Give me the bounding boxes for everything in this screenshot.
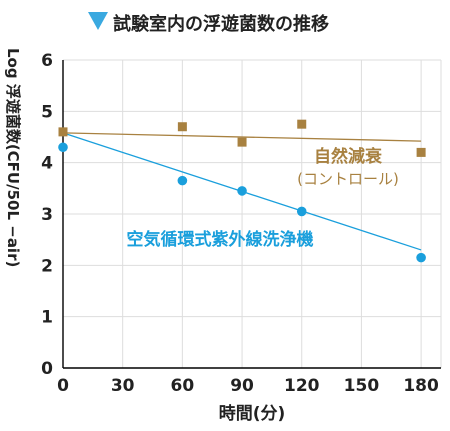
axes (62, 60, 441, 369)
data-points (58, 119, 426, 263)
y-tick-label: 4 (41, 154, 53, 174)
x-axis-title: 時間(分) (219, 403, 286, 424)
y-tick-label: 6 (41, 51, 53, 71)
data-point-series-0 (297, 119, 307, 129)
y-tick-label: 2 (41, 256, 53, 276)
data-point-series-0 (58, 127, 68, 137)
x-tick-label: 150 (344, 376, 380, 396)
series-label-uv-cleaner: 空気循環式紫外線洗浄機 (127, 229, 314, 250)
x-tick-label: 180 (403, 376, 439, 396)
title-marker-icon (88, 12, 108, 30)
grid-lines (63, 59, 442, 368)
x-tick-label: 90 (230, 376, 254, 396)
data-point-series-1 (416, 252, 426, 263)
y-tick-label: 3 (41, 205, 53, 225)
data-point-series-0 (416, 147, 426, 157)
data-point-series-1 (237, 186, 247, 196)
trend-line-series-0 (62, 132, 422, 142)
x-tick-label: 0 (57, 376, 69, 396)
data-point-series-1 (58, 142, 68, 153)
x-tick-label: 30 (111, 376, 135, 396)
series-label-control: 自然減衰 (314, 146, 383, 167)
data-point-series-0 (237, 137, 247, 147)
y-tick-label: 1 (41, 308, 53, 328)
x-tick-label: 120 (284, 376, 320, 396)
y-axis-title: Log 浮遊菌数(CFU/50L −air) (4, 48, 22, 267)
data-point-series-1 (296, 206, 307, 217)
data-point-series-1 (177, 175, 188, 186)
chart-title: 試験室内の浮遊菌数の推移 (113, 13, 329, 35)
series-sublabel-control: (コントロール) (297, 170, 399, 188)
y-tick-label: 0 (41, 359, 53, 379)
y-tick-label: 5 (41, 102, 53, 122)
data-point-series-0 (177, 122, 187, 132)
x-tick-label: 60 (171, 376, 195, 396)
